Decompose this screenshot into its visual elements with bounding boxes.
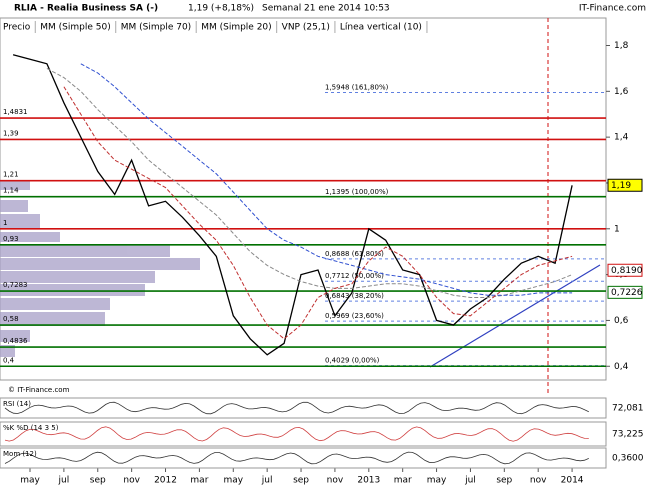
legend-entry: MM (Simple 50) bbox=[40, 23, 110, 33]
fib-label: 0,6843 (38,20%) bbox=[325, 292, 384, 300]
level-label: 0,93 bbox=[3, 235, 19, 243]
x-tick-label: jul bbox=[58, 476, 70, 486]
level-label: 1,39 bbox=[3, 129, 19, 137]
moving-average bbox=[80, 63, 573, 296]
title: RLIA - Realia Business SA (-) bbox=[14, 4, 158, 14]
fib-label: 0,4029 (0,00%) bbox=[325, 357, 380, 365]
level-label: 1 bbox=[3, 219, 7, 227]
legend-entry: MM (Simple 70) bbox=[121, 23, 191, 33]
price-tag-label: 0,8190 bbox=[611, 266, 643, 276]
price-tag-label: 1,19 bbox=[611, 181, 631, 191]
indicator-frame bbox=[0, 421, 607, 447]
x-tick-label: sep bbox=[496, 476, 512, 486]
x-tick-label: jul bbox=[261, 476, 273, 486]
x-tick-label: nov bbox=[327, 476, 344, 486]
level-label: 0,4 bbox=[3, 356, 15, 364]
x-tick-label: nov bbox=[530, 476, 547, 486]
level-label: 1,14 bbox=[3, 187, 19, 195]
y-tick-label: 1,6 bbox=[614, 87, 629, 97]
price-tag-label: 0,7226 bbox=[611, 288, 643, 298]
indicator-name: RSI (14) bbox=[3, 400, 31, 408]
fib-label: 0,7712 (50,00%) bbox=[325, 272, 384, 280]
price-tag bbox=[607, 263, 643, 277]
x-tick-label: may bbox=[223, 476, 243, 486]
period: Semanal bbox=[262, 4, 301, 14]
x-tick-label: mar bbox=[394, 476, 412, 486]
y-tick-label: 1,4 bbox=[614, 133, 629, 143]
fib-label: 0,8688 (61,80%) bbox=[325, 250, 384, 258]
legend-entry: MM (Simple 20) bbox=[201, 23, 271, 33]
y-tick-label: 1 bbox=[614, 224, 620, 234]
quote: 1,19 (+8,18%) bbox=[188, 4, 254, 14]
indicator-value: 72,081 bbox=[612, 404, 644, 414]
x-tick-label: 2012 bbox=[154, 476, 177, 486]
volume-profile bbox=[0, 180, 200, 357]
x-tick-label: 2013 bbox=[357, 476, 380, 486]
indicator-name: %K %D (14 3 5) bbox=[3, 424, 59, 432]
y-tick-label: 0,6 bbox=[614, 316, 629, 326]
x-tick-label: mar bbox=[190, 476, 208, 486]
x-tick-label: sep bbox=[90, 476, 106, 486]
x-tick-label: nov bbox=[123, 476, 140, 486]
level-label: 1,4831 bbox=[3, 108, 28, 116]
fib-label: 1,1395 (100,00%) bbox=[325, 188, 389, 196]
date: 21 ene 2014 10:53 bbox=[304, 4, 390, 14]
plot-frame bbox=[0, 17, 607, 381]
level-label: 0,4836 bbox=[3, 337, 28, 345]
moving-average bbox=[46, 67, 573, 298]
x-tick-label: 2014 bbox=[561, 476, 584, 486]
legend-entry: Línea vertical (10) bbox=[340, 23, 422, 33]
indicator-line bbox=[4, 451, 589, 465]
indicator-frame bbox=[0, 447, 607, 469]
indicator-value: 0,3600 bbox=[612, 454, 644, 464]
footer: © IT-Finance.com bbox=[8, 386, 70, 394]
fib-label: 1,5948 (161,80%) bbox=[325, 84, 389, 92]
y-tick-label: 0,4 bbox=[614, 362, 629, 372]
x-tick-label: jul bbox=[464, 476, 476, 486]
y-tick-label: 1,8 bbox=[614, 41, 629, 51]
indicator-frame bbox=[0, 397, 607, 419]
indicator-name: Mom (12) bbox=[3, 450, 37, 458]
legend-entry: Precio bbox=[3, 23, 31, 33]
indicator-value: 73,225 bbox=[612, 430, 644, 440]
indicator-line bbox=[4, 401, 589, 415]
trend-line bbox=[429, 264, 601, 368]
level-label: 0,58 bbox=[3, 315, 19, 323]
indicator-line bbox=[4, 426, 589, 442]
x-tick-label: sep bbox=[293, 476, 309, 486]
x-tick-label: may bbox=[20, 476, 40, 486]
legend-entry: VNP (25,1) bbox=[282, 23, 330, 33]
x-tick-label: may bbox=[427, 476, 447, 486]
price-line bbox=[12, 54, 573, 356]
level-label: 1,21 bbox=[3, 171, 19, 179]
moving-average bbox=[63, 86, 573, 340]
fib-label: 0,5969 (23,60%) bbox=[325, 312, 384, 320]
price-tag bbox=[607, 285, 643, 299]
brand: IT-Finance.com bbox=[579, 4, 646, 14]
level-label: 0,7283 bbox=[3, 281, 28, 289]
price-tag bbox=[607, 178, 643, 192]
